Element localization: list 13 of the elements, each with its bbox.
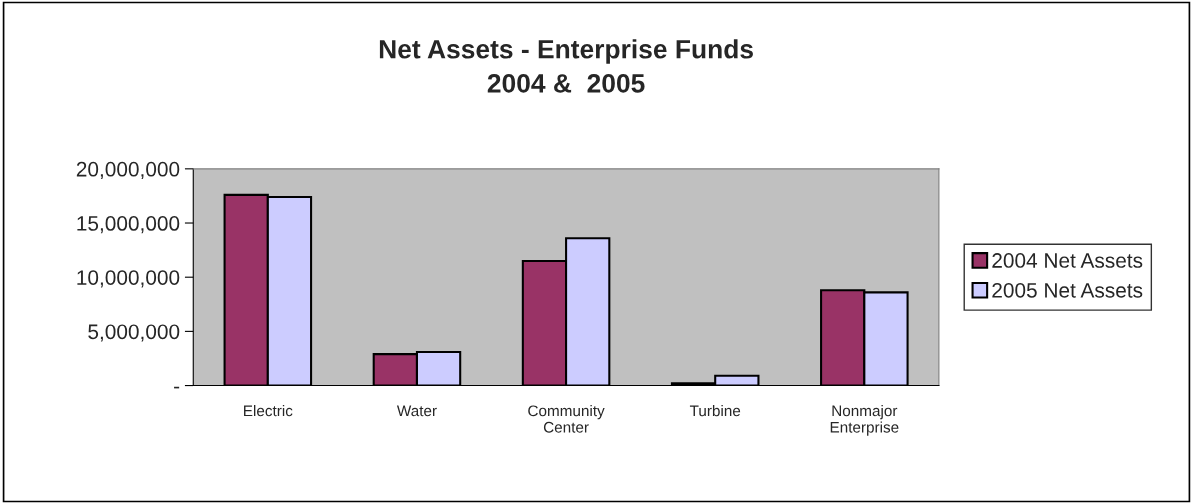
x-tick-label: Turbine [689,405,741,417]
legend-label: 2005 Net Assets [992,282,1143,298]
legend-label: 2004 Net Assets [992,253,1143,268]
chart-title: Net Assets - Enterprise Funds 2004 & 2005 [379,39,753,93]
y-tick-label: 15,000,000 [77,216,180,234]
x-tick-label: Community Center [528,405,605,433]
y-tick-label: 10,000,000 [77,270,180,288]
y-tick-label: 5,000,000 [88,324,180,342]
x-tick-label: Electric [244,405,293,417]
x-tick-label: Water [396,405,437,417]
x-tick-label: Nonmajor Enterprise [830,405,899,436]
y-tick-label: - [174,386,180,389]
y-tick-label: 20,000,000 [76,161,180,180]
